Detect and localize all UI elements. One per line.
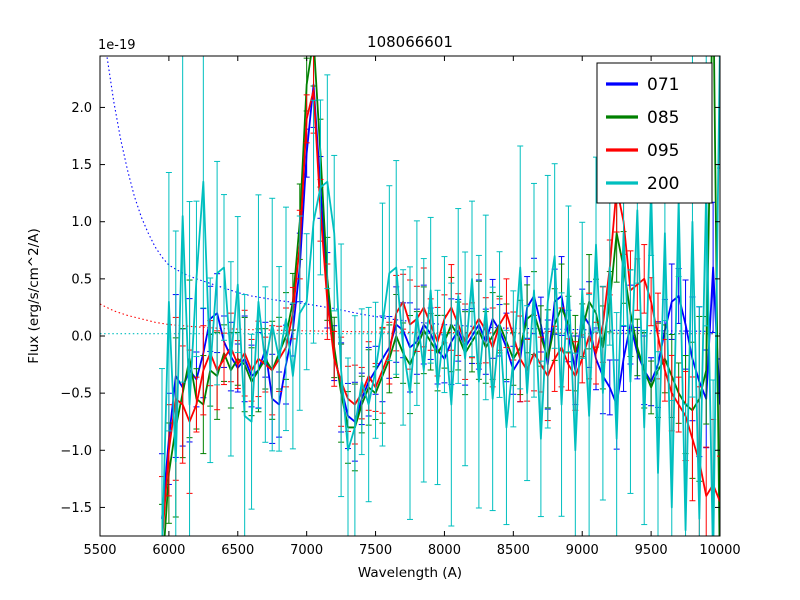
x-tick-label: 9000 xyxy=(566,543,599,558)
y-axis-label: Flux (erg/s/cm^2/A) xyxy=(26,228,42,363)
y-tick-label: 0.0 xyxy=(71,330,92,345)
plot-area xyxy=(100,56,720,536)
y-tick-label: 2.0 xyxy=(71,101,92,116)
legend-label-200: 200 xyxy=(647,174,679,194)
legend-label-071: 071 xyxy=(647,75,679,95)
legend-item-085: 085 xyxy=(606,108,679,128)
chart-title: 108066601 xyxy=(367,33,453,51)
y-tick-label: 0.5 xyxy=(71,272,92,287)
legend-box xyxy=(596,62,713,204)
x-tick-label: 5500 xyxy=(83,543,116,558)
x-tick-label: 7500 xyxy=(359,543,392,558)
x-tick-label: 7000 xyxy=(290,543,323,558)
legend-label-085: 085 xyxy=(647,108,679,128)
x-tick-label: 8500 xyxy=(497,543,530,558)
legend-label-095: 095 xyxy=(647,141,679,161)
x-tick-label: 6000 xyxy=(152,543,185,558)
x-tick-label: 8000 xyxy=(428,543,461,558)
y-tick-label: 1.0 xyxy=(71,215,92,230)
y-tick-label: −1.5 xyxy=(60,501,92,516)
legend-item-095: 095 xyxy=(606,141,679,161)
x-tick-label: 9500 xyxy=(635,543,668,558)
y-axis-offset-text: 1e-19 xyxy=(98,38,136,53)
x-axis-label: Wavelength (A) xyxy=(358,565,462,581)
legend-item-071: 071 xyxy=(606,75,679,95)
y-tick-label: 1.5 xyxy=(71,158,92,173)
legend-item-200: 200 xyxy=(606,174,679,194)
y-tick-label: −0.5 xyxy=(60,387,92,402)
axis-ticks xyxy=(99,56,721,536)
axes-frame xyxy=(99,55,721,537)
x-tick-label: 6500 xyxy=(221,543,254,558)
y-tick-label: −1.0 xyxy=(60,444,92,459)
x-tick-label: 10000 xyxy=(699,543,740,558)
legend: 071 085 095 200 xyxy=(596,62,713,204)
series-line-200 xyxy=(161,56,720,536)
